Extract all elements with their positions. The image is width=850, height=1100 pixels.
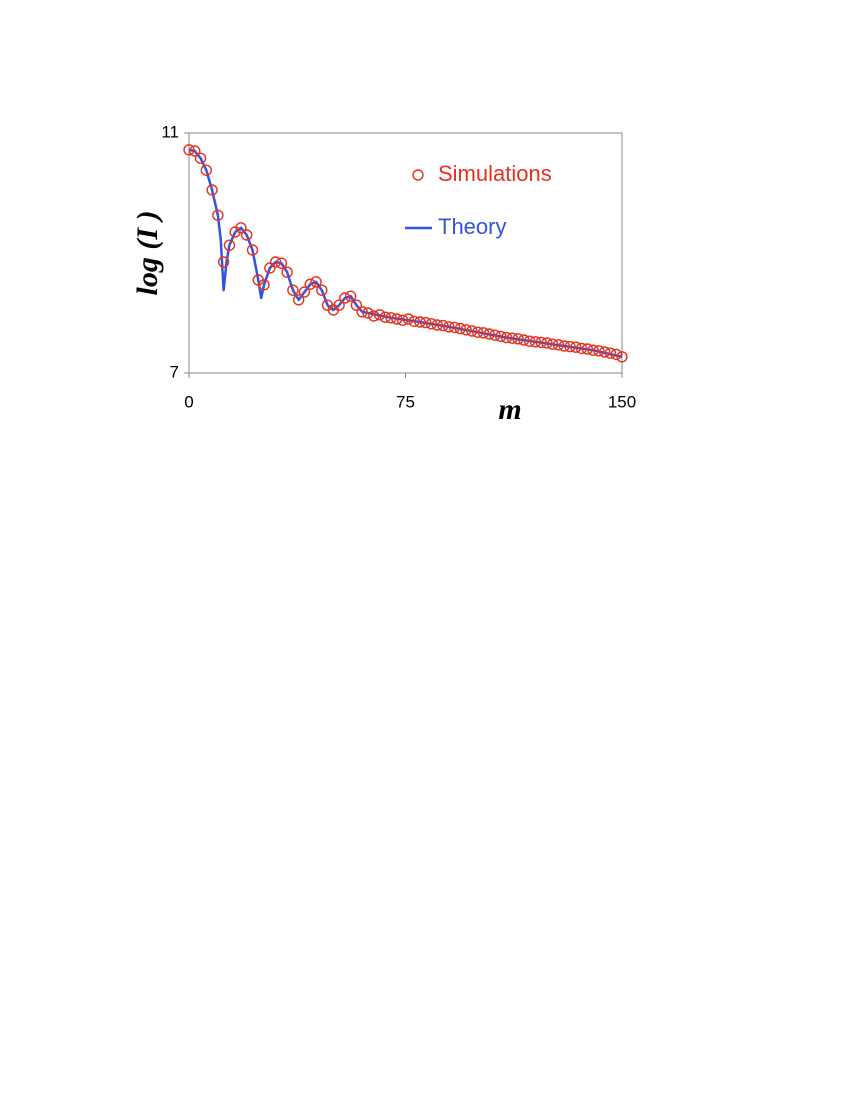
simulation-point bbox=[437, 319, 449, 332]
simulation-point bbox=[581, 343, 594, 355]
simulation-point bbox=[471, 326, 484, 338]
simulation-point bbox=[454, 322, 467, 335]
simulation-point bbox=[420, 316, 432, 329]
simulation-point bbox=[235, 222, 247, 234]
simulation-point bbox=[460, 324, 472, 336]
simulation-point bbox=[512, 333, 524, 345]
simulation-point bbox=[616, 351, 628, 363]
simulation-point bbox=[425, 318, 438, 330]
simulation-point bbox=[598, 346, 611, 358]
legend-label: Simulations bbox=[438, 161, 552, 186]
simulation-point bbox=[356, 306, 368, 318]
simulation-point bbox=[229, 226, 241, 238]
simulation-point bbox=[292, 294, 305, 306]
simulation-point bbox=[258, 279, 270, 291]
simulation-point bbox=[316, 284, 328, 296]
simulation-point bbox=[564, 340, 576, 353]
simulation-point bbox=[183, 144, 195, 156]
simulation-point bbox=[269, 256, 282, 268]
simulation-point bbox=[552, 339, 565, 351]
simulation-point bbox=[287, 284, 299, 296]
theory-line bbox=[188, 148, 623, 359]
simulation-point bbox=[298, 286, 311, 298]
simulation-point bbox=[414, 316, 426, 328]
legend-marker bbox=[412, 169, 424, 181]
simulation-point bbox=[558, 340, 570, 352]
simulation-point bbox=[448, 321, 461, 334]
simulation-point bbox=[333, 299, 345, 311]
simulation-point bbox=[541, 337, 553, 349]
simulation-point bbox=[604, 347, 617, 359]
simulation-point bbox=[339, 292, 351, 304]
simulation-point bbox=[587, 344, 599, 356]
simulation-point bbox=[495, 330, 507, 343]
simulation-point bbox=[281, 266, 293, 278]
simulation-point bbox=[310, 276, 322, 288]
y-axis-title: log (I ) bbox=[131, 211, 164, 296]
simulation-point bbox=[194, 152, 207, 164]
simulation-point bbox=[529, 336, 542, 348]
simulation-point bbox=[275, 257, 288, 269]
simulation-point bbox=[408, 315, 420, 328]
x-axis-title: m bbox=[498, 393, 521, 426]
simulation-point bbox=[223, 239, 236, 251]
x-tick-label: 0 bbox=[184, 392, 193, 411]
simulation-point bbox=[610, 348, 622, 361]
simulation-point bbox=[402, 313, 415, 325]
simulation-point bbox=[483, 328, 495, 340]
simulation-point bbox=[489, 329, 501, 341]
x-tick-label: 75 bbox=[396, 392, 415, 411]
y-tick-label: 11 bbox=[161, 122, 179, 141]
legend-label: Theory bbox=[438, 214, 506, 239]
simulation-point bbox=[350, 299, 363, 311]
simulation-point bbox=[385, 312, 397, 324]
simulation-point bbox=[570, 341, 582, 353]
simulation-point bbox=[246, 244, 259, 256]
simulation-point bbox=[523, 335, 536, 347]
simulation-point bbox=[477, 327, 490, 339]
simulation-point bbox=[189, 145, 201, 157]
simulation-point bbox=[362, 307, 374, 319]
simulation-point bbox=[396, 314, 409, 326]
simulation-point bbox=[506, 332, 519, 344]
simulation-point bbox=[344, 290, 357, 302]
simulation-point bbox=[535, 336, 547, 349]
simulation-point bbox=[241, 229, 253, 241]
simulation-point bbox=[547, 338, 559, 350]
simulation-point bbox=[466, 325, 478, 337]
simulation-point bbox=[593, 345, 605, 357]
simulation-point bbox=[368, 310, 380, 322]
simulation-point bbox=[575, 342, 588, 355]
y-tick-label: 7 bbox=[170, 362, 179, 381]
simulation-point bbox=[431, 319, 443, 331]
simulation-point bbox=[518, 334, 530, 346]
simulation-point bbox=[264, 262, 276, 274]
simulation-point bbox=[391, 313, 403, 325]
simulation-point bbox=[200, 164, 213, 176]
simulation-point bbox=[379, 311, 391, 323]
simulation-point bbox=[500, 331, 513, 344]
simulation-point bbox=[373, 309, 386, 321]
x-tick-label: 150 bbox=[608, 392, 636, 411]
simulation-point bbox=[212, 209, 224, 221]
simulation-point bbox=[206, 184, 218, 196]
simulation-point bbox=[304, 278, 316, 290]
simulation-point bbox=[443, 321, 455, 333]
simulation-point bbox=[217, 256, 230, 268]
